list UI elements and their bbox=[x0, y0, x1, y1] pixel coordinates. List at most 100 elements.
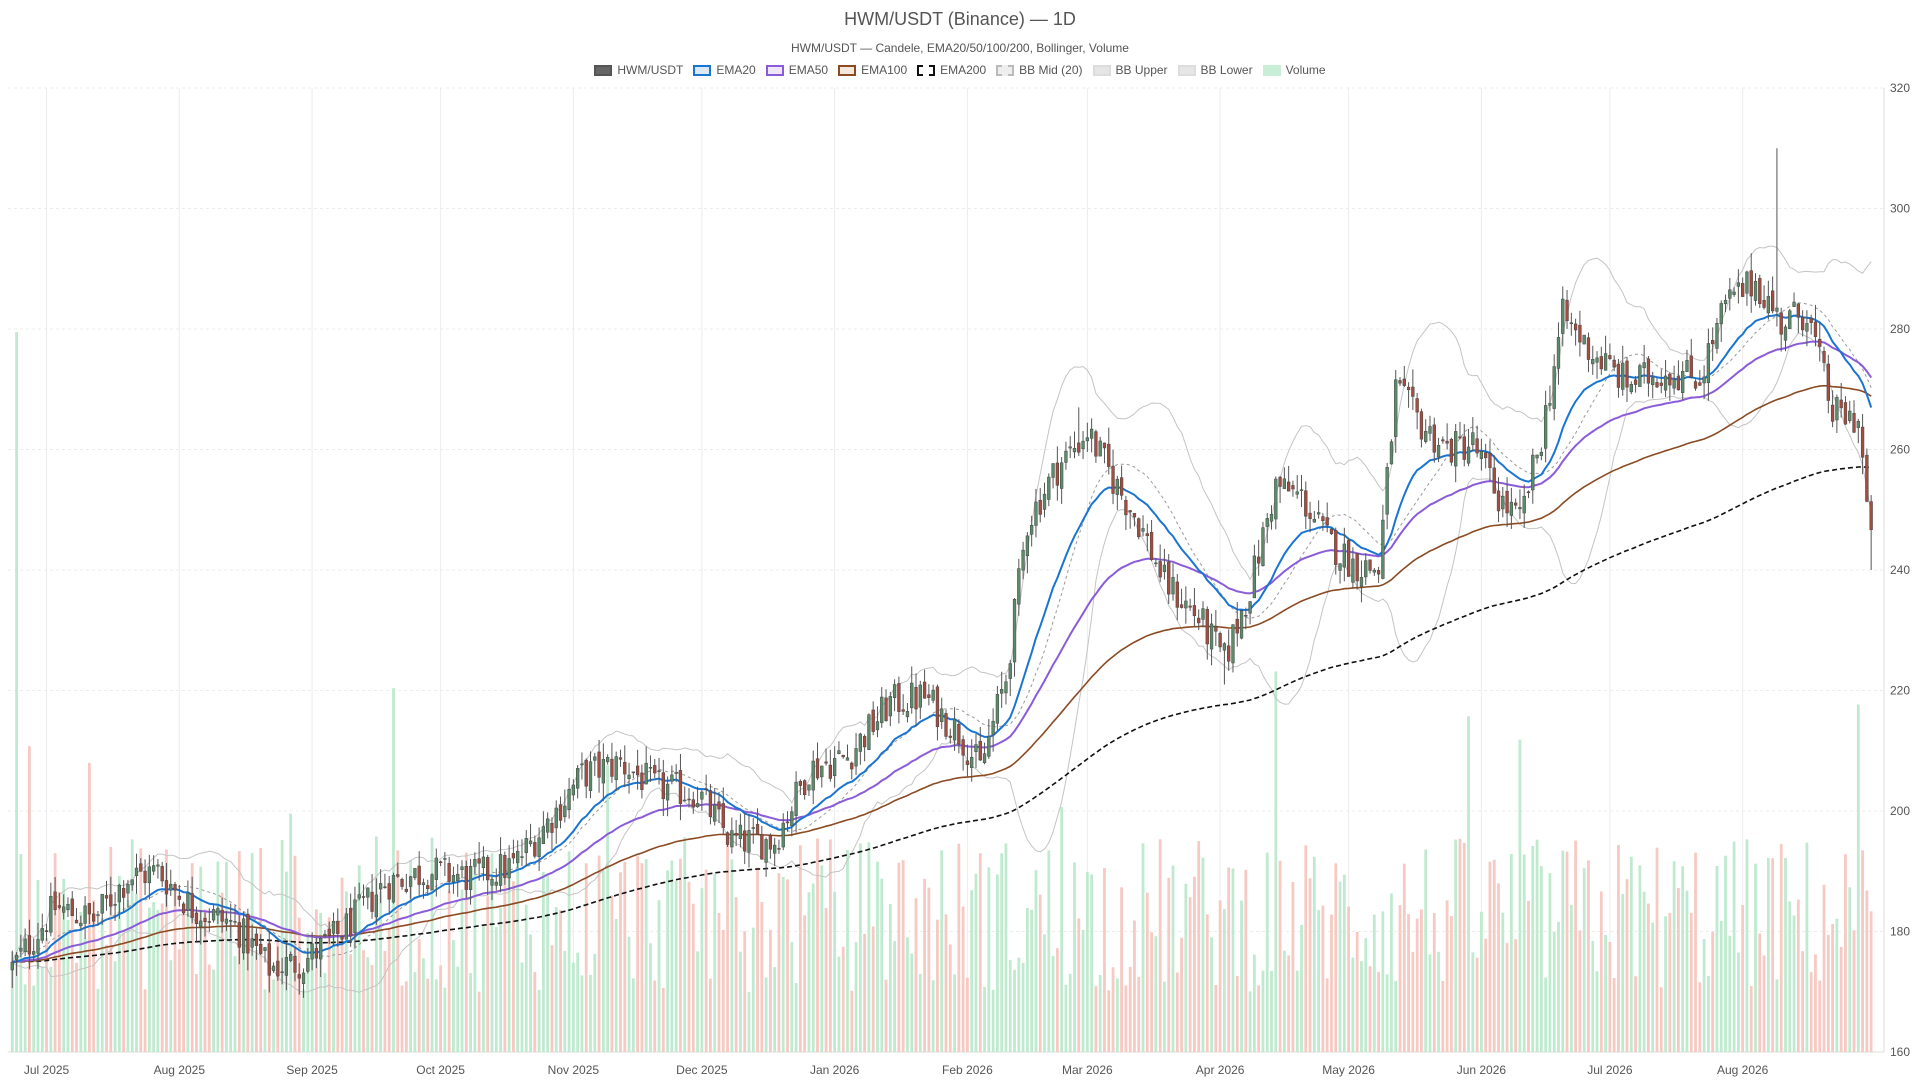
volume-bar bbox=[1120, 887, 1123, 1052]
legend-item-volume[interactable]: Volume bbox=[1262, 63, 1326, 77]
volume-bar bbox=[1432, 912, 1436, 1052]
candle-body bbox=[910, 682, 914, 709]
candle-body bbox=[1428, 426, 1432, 434]
legend-item-bb-lower[interactable]: BB Lower bbox=[1177, 63, 1253, 77]
volume-bar bbox=[1312, 856, 1316, 1052]
candle-body bbox=[1436, 445, 1441, 458]
candle-body bbox=[438, 861, 443, 863]
candle-body bbox=[507, 858, 511, 879]
volume-bar bbox=[1852, 930, 1856, 1052]
volume-bar bbox=[499, 907, 502, 1052]
candle-body bbox=[683, 799, 687, 802]
candle-body bbox=[1458, 436, 1462, 439]
legend-swatch bbox=[765, 64, 784, 76]
candle-body bbox=[160, 866, 164, 882]
legend-item-ema200[interactable]: EMA200 bbox=[917, 63, 986, 77]
volume-bar bbox=[1424, 849, 1428, 1052]
legend-item-ema20[interactable]: EMA20 bbox=[693, 63, 756, 77]
y-tick-label: 280 bbox=[1890, 322, 1910, 336]
candle-body bbox=[952, 718, 957, 741]
candle-body bbox=[117, 884, 122, 903]
volume-bar bbox=[537, 989, 541, 1052]
candle-body bbox=[259, 943, 263, 954]
volume-bar bbox=[1145, 892, 1149, 1052]
volume-bar bbox=[40, 966, 44, 1052]
candle-body bbox=[1124, 500, 1128, 516]
legend-item-ema50[interactable]: EMA50 bbox=[765, 63, 828, 77]
volume-bar bbox=[1835, 918, 1839, 1052]
candle-body bbox=[430, 874, 434, 890]
candle-body bbox=[10, 961, 14, 971]
candle-body bbox=[828, 764, 832, 779]
candle-body bbox=[280, 971, 284, 974]
candle-body bbox=[1792, 301, 1796, 307]
candle-body bbox=[858, 733, 862, 752]
candle-body bbox=[1145, 533, 1149, 537]
candle-body bbox=[383, 886, 387, 889]
volume-bar bbox=[392, 688, 395, 1052]
volume-bar bbox=[567, 851, 571, 1052]
volume-bar bbox=[533, 971, 537, 1052]
candle-body bbox=[648, 767, 653, 769]
legend-item-ema100[interactable]: EMA100 bbox=[838, 63, 907, 77]
candle-body bbox=[644, 762, 648, 785]
candle-body bbox=[434, 857, 438, 880]
candle-body bbox=[254, 933, 259, 946]
volume-bar bbox=[1180, 937, 1183, 1052]
volume-bar bbox=[225, 861, 228, 1052]
volume-bar bbox=[1300, 924, 1303, 1052]
volume-bar bbox=[756, 867, 759, 1052]
candle-body bbox=[1162, 564, 1167, 572]
volume-bar bbox=[606, 765, 610, 1052]
x-tick-label: Jul 2026 bbox=[1587, 1063, 1633, 1077]
volume-bar bbox=[1557, 921, 1560, 1052]
candle-body bbox=[1342, 543, 1346, 568]
volume-bar bbox=[1175, 972, 1179, 1052]
volume-bar bbox=[597, 855, 601, 1052]
volume-bar bbox=[306, 932, 310, 1052]
legend-item-bb-mid-20[interactable]: BB Mid (20) bbox=[996, 63, 1083, 77]
volume-bar bbox=[1561, 850, 1565, 1052]
candle-body bbox=[177, 895, 181, 900]
volume-bar bbox=[966, 977, 969, 1052]
volume-bar bbox=[439, 965, 442, 1052]
volume-bar bbox=[1826, 934, 1830, 1052]
candle-body bbox=[1475, 438, 1479, 454]
candle-body bbox=[374, 894, 378, 918]
volume-bar bbox=[1150, 932, 1153, 1052]
volume-bar bbox=[1732, 841, 1736, 1052]
candle-body bbox=[1526, 491, 1531, 494]
candle-body bbox=[109, 894, 113, 907]
volume-bar bbox=[182, 909, 185, 1052]
candle-body bbox=[186, 892, 190, 911]
legend-item-hwm-usdt[interactable]: HWM/USDT bbox=[594, 63, 683, 77]
volume-bar bbox=[811, 883, 815, 1052]
volume-bar bbox=[1287, 955, 1291, 1052]
volume-bar bbox=[1484, 938, 1488, 1052]
volume-bar bbox=[1368, 966, 1372, 1052]
candle-body bbox=[1796, 303, 1800, 318]
candle-body bbox=[447, 863, 451, 882]
volume-bar bbox=[1621, 893, 1625, 1052]
x-tick-label: Apr 2026 bbox=[1196, 1063, 1245, 1077]
candle-body bbox=[1501, 495, 1505, 510]
volume-bar bbox=[1578, 930, 1582, 1052]
x-tick-label: Aug 2026 bbox=[1717, 1063, 1769, 1077]
volume-bar bbox=[276, 939, 280, 1052]
volume-bar bbox=[147, 907, 151, 1052]
candle-body bbox=[1770, 290, 1775, 312]
candle-body bbox=[1711, 340, 1715, 345]
volume-bar bbox=[978, 853, 982, 1052]
bb-lower-line bbox=[11, 332, 1872, 993]
candle-body bbox=[1077, 442, 1081, 453]
candle-body bbox=[1676, 376, 1681, 391]
candle-body bbox=[49, 896, 53, 933]
legend-swatch bbox=[838, 64, 857, 76]
candle-body bbox=[498, 854, 503, 886]
candle-body bbox=[871, 709, 875, 732]
candle-body bbox=[1351, 558, 1355, 583]
legend-item-bb-upper[interactable]: BB Upper bbox=[1092, 63, 1168, 77]
volume-bar bbox=[696, 951, 699, 1052]
volume-bar bbox=[644, 859, 648, 1052]
legend-swatch bbox=[693, 64, 712, 76]
